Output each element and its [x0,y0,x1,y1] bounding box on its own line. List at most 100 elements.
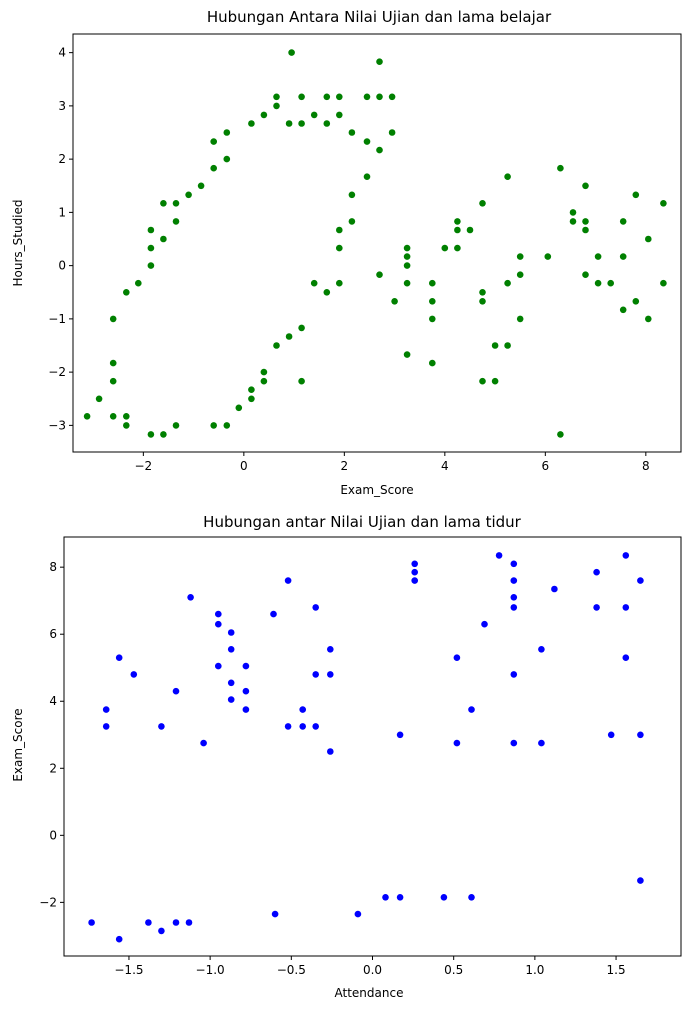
y-tick-label: 0 [58,259,66,273]
scatter-point [288,49,295,56]
scatter-point [504,279,511,287]
scatter-point [227,646,235,653]
scatter-point [323,120,331,127]
scatter-point [593,604,600,611]
scatter-point [569,209,577,216]
plot-frame [72,33,682,453]
scatter-point [115,654,123,661]
scatter-point [510,594,518,601]
scatter-point [594,279,602,287]
scatter-point [210,138,217,145]
x-axis-ticks: −2 0 2 4 6 8 [134,452,650,473]
y-tick-label: 0 [49,828,57,842]
scatter-point [147,262,155,269]
scatter-point [273,102,280,110]
scatter-point [158,723,165,730]
scatter-point [115,935,123,943]
scatter-point [223,422,231,429]
scatter-point [310,279,318,287]
scatter-point [135,279,142,287]
scatter-point [223,129,231,136]
scatter-point [479,377,486,385]
scatter-point [376,271,383,279]
scatter-point [187,594,194,601]
scatter-point [298,120,305,127]
scatter-point [403,351,411,358]
chart-title: Hubungan Antara Nilai Ujian dan lama bel… [207,8,552,26]
scatter-point [348,191,356,199]
scatter-point [504,342,511,349]
scatter-point [403,262,411,269]
scatter-point [607,731,615,739]
chart-exam-score: Hubungan antar Nilai Ujian dan lama tidu… [11,513,682,1000]
scatter-point [396,731,404,739]
scatter-point [516,315,524,323]
scatter-point [284,723,292,730]
y-tick-label: −3 [48,418,66,432]
scatter-point [479,200,486,207]
scatter-point [336,93,343,101]
scatter-point [645,315,652,323]
scatter-point [619,306,627,314]
scatter-point [660,200,667,207]
scatter-point [248,120,255,127]
scatter-point [271,910,279,918]
scatter-point [172,200,180,207]
scatter-point [632,298,640,305]
scatter-point [396,894,404,901]
scatter-point [504,173,511,180]
scatter-point [622,654,630,661]
scatter-point [336,279,343,287]
y-tick-label: −2 [48,365,66,379]
y-tick-label: 4 [49,694,57,708]
y-axis-label: Hours_Studied [11,199,25,286]
scatter-point [403,279,411,287]
scatter-point [102,723,110,730]
scatter-point [172,422,180,429]
y-tick-label: 6 [49,627,57,641]
scatter-point [227,696,235,703]
scatter-point [83,413,91,420]
scatter-point [593,568,600,576]
scatter-point [109,377,117,385]
scatter-point [594,253,602,260]
scatter-point [376,93,383,101]
y-tick-label: 8 [49,560,57,574]
y-tick-label: −1 [48,312,66,326]
scatter-point [411,577,419,584]
scatter-point [479,289,486,296]
scatter-point [242,706,250,713]
scatter-point [242,687,250,695]
scatter-point [468,894,475,901]
scatter-point [538,646,545,653]
scatter-point [273,342,280,349]
x-axis-label: Exam_Score [340,483,413,497]
scatter-point [348,218,356,225]
scatter-point [284,577,292,584]
chart-hours-studied: Hubungan Antara Nilai Ujian dan lama bel… [11,8,682,497]
scatter-point [569,218,577,225]
scatter-point [285,333,293,340]
scatter-points [83,49,667,438]
plot-frame [63,536,682,957]
scatter-point [491,377,499,385]
y-axis-label: Exam_Score [11,708,25,781]
scatter-point [403,244,411,252]
scatter-point [215,620,222,628]
scatter-point [495,552,503,559]
scatter-point [312,671,320,678]
x-tick-label: −1.0 [196,963,225,977]
scatter-point [637,877,644,884]
scatter-point [376,146,383,154]
scatter-point [327,671,334,678]
scatter-point [200,739,207,747]
y-tick-label: 3 [58,99,66,113]
scatter-point [145,919,152,926]
scatter-point [185,919,193,926]
scatter-point [354,910,362,918]
scatter-point [582,271,589,279]
x-tick-label: 8 [642,459,650,473]
scatter-point [582,218,589,225]
scatter-point [210,164,217,172]
scatter-point [336,226,343,234]
